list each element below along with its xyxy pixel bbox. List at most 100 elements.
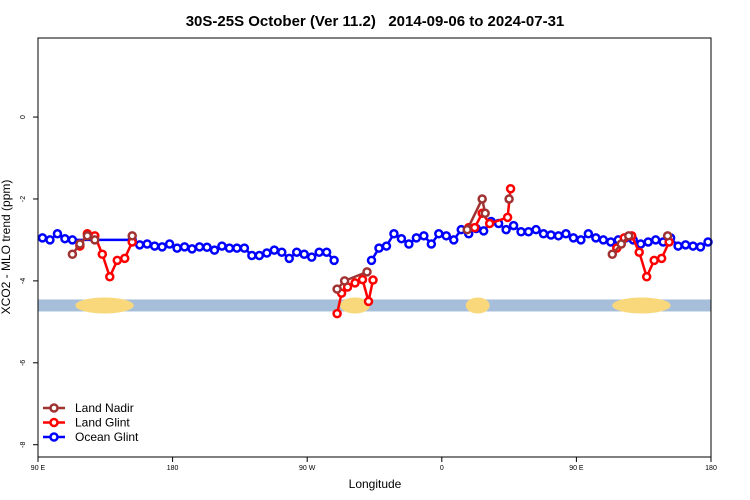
data-point [426, 239, 437, 249]
data-point [332, 284, 342, 294]
y-axis-label: XCO2 - MLO trend (ppm) [0, 180, 13, 315]
data-point [187, 244, 197, 254]
data-point [363, 296, 374, 307]
data-point [350, 278, 360, 288]
land-band [340, 297, 371, 314]
data-point [404, 239, 414, 249]
data-point [656, 253, 667, 264]
data-point [194, 242, 205, 252]
data-point [546, 230, 556, 240]
data-point [501, 224, 511, 235]
data-point [553, 231, 564, 241]
data-point [441, 231, 452, 241]
data-point [504, 194, 514, 204]
data-point [568, 233, 579, 243]
data-point [368, 275, 378, 285]
data-point [67, 235, 78, 245]
data-point [37, 233, 48, 243]
data-point [531, 224, 541, 235]
x-tick-label: 180 [167, 465, 179, 472]
data-point [662, 231, 673, 241]
x-tick-label: 0 [440, 465, 444, 472]
land-band [612, 297, 671, 314]
data-point [516, 226, 526, 237]
data-point [703, 237, 713, 247]
data-point [505, 183, 516, 194]
legend-label: Ocean Glint [75, 430, 139, 444]
data-point [67, 249, 78, 260]
data-point [508, 220, 519, 231]
data-point [576, 235, 586, 245]
data-point [362, 267, 372, 277]
plot-frame [37, 37, 712, 458]
data-point [332, 308, 342, 319]
x-tick-label: 180 [705, 465, 717, 472]
data-point [75, 239, 85, 249]
ocean-band [38, 299, 711, 312]
data-point [477, 194, 487, 204]
series-line [78, 188, 671, 314]
data-point [329, 255, 339, 266]
data-point [381, 241, 392, 251]
data-point [357, 274, 368, 285]
data-point [45, 235, 55, 245]
data-point [449, 235, 459, 245]
data-point [134, 240, 145, 250]
data-point [641, 272, 652, 282]
data-point [97, 249, 108, 260]
data-point [179, 242, 190, 252]
data-point [478, 226, 489, 236]
data-point [339, 276, 350, 286]
data-point [247, 250, 257, 261]
data-point [634, 247, 644, 257]
data-point [314, 247, 324, 257]
data-point [635, 239, 646, 249]
data-point [484, 218, 495, 229]
data-point [90, 235, 100, 245]
data-point [164, 239, 175, 249]
data-point [616, 239, 627, 249]
x-tick-label: 90 E [31, 465, 46, 472]
data-point [82, 231, 93, 241]
data-point [606, 237, 616, 247]
data-point [591, 233, 601, 243]
data-point [695, 242, 706, 252]
data-point [202, 242, 212, 253]
data-point [583, 229, 594, 239]
data-point [157, 242, 167, 252]
data-point [649, 255, 659, 266]
data-point [396, 233, 407, 244]
data-point [119, 253, 130, 264]
chart-title: 30S-25S October (Ver 11.2) 2014-09-06 to… [186, 13, 565, 30]
y-tick-label: -2 [20, 196, 27, 202]
data-point [538, 229, 549, 239]
data-point [680, 240, 691, 250]
data-point [411, 233, 422, 243]
data-point [217, 241, 227, 251]
y-tick-label: -6 [20, 360, 27, 366]
data-point [673, 241, 683, 251]
data-point [232, 243, 242, 253]
data-point [688, 241, 698, 251]
x-axis-label: Longitude [349, 477, 402, 491]
data-point [224, 243, 235, 253]
legend-marker [49, 432, 59, 442]
data-point [284, 253, 295, 264]
data-point [254, 250, 265, 261]
data-point [523, 226, 534, 237]
legend-marker [49, 403, 59, 413]
data-point [598, 235, 609, 245]
data-point [105, 272, 115, 282]
legend-label: Land Glint [75, 416, 130, 430]
data-point [142, 239, 152, 249]
data-point [366, 255, 377, 266]
data-point [374, 243, 384, 253]
data-point [462, 224, 472, 235]
legend-label: Land Nadir [75, 401, 134, 415]
data-point [209, 245, 220, 255]
x-tick-label: 90 E [569, 465, 584, 472]
data-point [419, 231, 429, 241]
data-point [262, 248, 272, 258]
data-point [52, 229, 63, 239]
